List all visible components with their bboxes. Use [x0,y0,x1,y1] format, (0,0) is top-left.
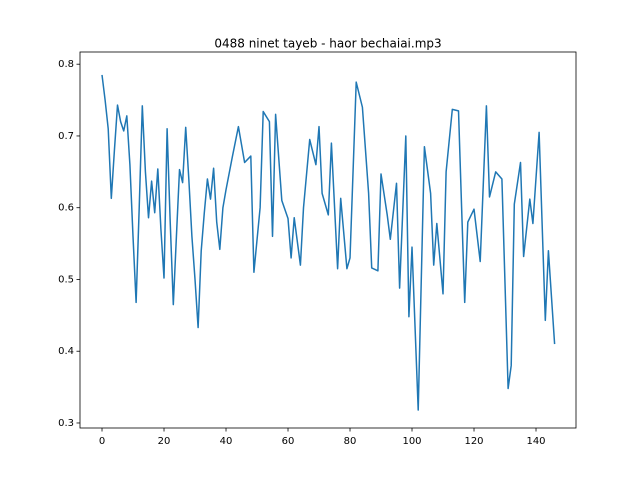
y-tick-label: 0.4 [58,346,74,357]
y-tick-label: 0.5 [58,274,74,285]
x-tick-label: 60 [282,436,295,447]
x-tick-label: 80 [344,436,357,447]
data-line [101,74,556,411]
y-tick-label: 0.7 [58,131,74,142]
x-tick-label: 120 [464,436,483,447]
x-tick-label: 40 [220,436,233,447]
y-tick-label: 0.6 [58,203,74,214]
x-tick-label: 140 [526,436,545,447]
y-tick-label: 0.8 [58,59,74,70]
axes-frame [79,51,577,429]
x-tick-label: 20 [158,436,171,447]
y-tick-label: 0.3 [58,418,74,429]
chart-title: 0488 ninet tayeb - haor bechaiai.mp3 [214,37,441,51]
x-tick-label: 100 [402,436,421,447]
x-tick-label: 0 [99,436,105,447]
